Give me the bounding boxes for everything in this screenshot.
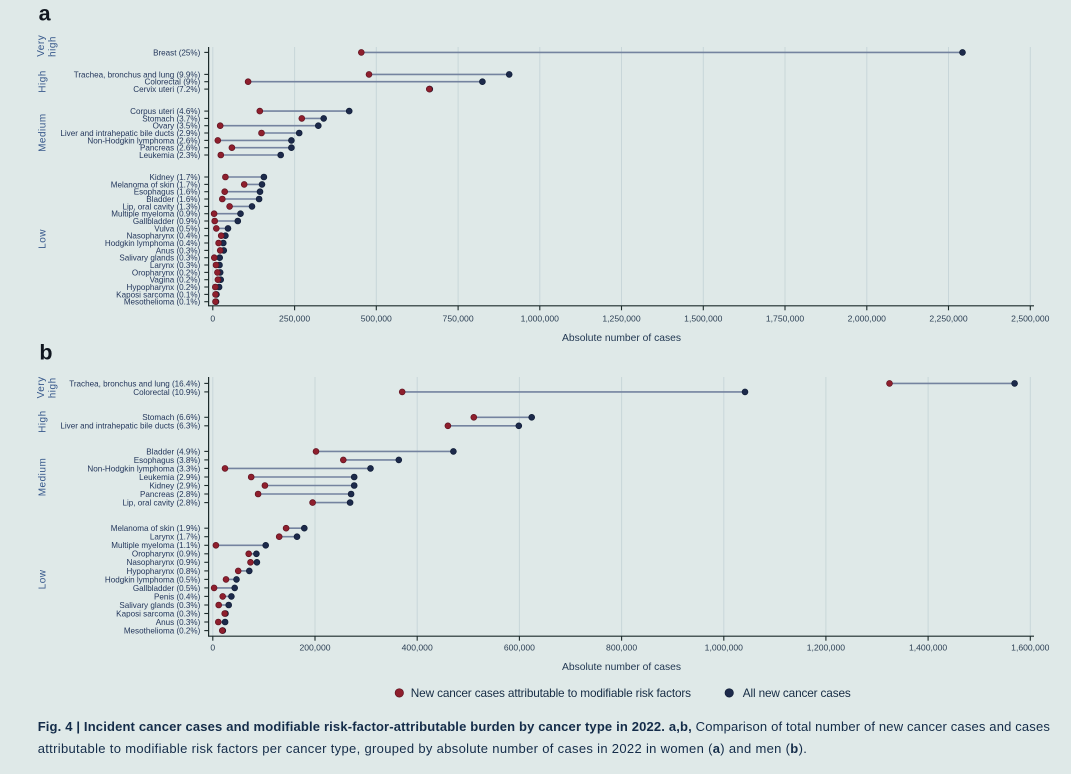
svg-text:Kaposi sarcoma (0.3%): Kaposi sarcoma (0.3%)	[116, 609, 200, 618]
svg-text:Trachea, bronchus and lung (9.: Trachea, bronchus and lung (9.9%)	[74, 70, 201, 79]
svg-text:Multiple myeloma (1.1%): Multiple myeloma (1.1%)	[111, 541, 200, 550]
svg-text:Bladder (4.9%): Bladder (4.9%)	[146, 447, 200, 456]
svg-text:1,000,000: 1,000,000	[521, 314, 559, 324]
svg-text:0: 0	[210, 643, 215, 653]
svg-text:Hypopharynx (0.2%): Hypopharynx (0.2%)	[127, 283, 201, 292]
svg-text:Non-Hodgkin lymphoma (2.6%): Non-Hodgkin lymphoma (2.6%)	[87, 136, 200, 145]
svg-text:Very: Very	[36, 376, 47, 398]
svg-text:Multiple myeloma (0.9%): Multiple myeloma (0.9%)	[111, 210, 200, 219]
svg-text:500,000: 500,000	[361, 314, 392, 324]
svg-text:Oropharynx (0.9%): Oropharynx (0.9%)	[132, 550, 201, 559]
svg-text:Ovary (3.5%): Ovary (3.5%)	[153, 122, 201, 131]
svg-text:Melanoma of skin (1.9%): Melanoma of skin (1.9%)	[111, 524, 201, 533]
svg-text:2,250,000: 2,250,000	[929, 314, 967, 324]
svg-text:Salivary glands (0.3%): Salivary glands (0.3%)	[119, 254, 200, 263]
svg-text:Lip, oral cavity (2.8%): Lip, oral cavity (2.8%)	[122, 499, 200, 508]
svg-text:Nasopharynx (0.4%): Nasopharynx (0.4%)	[127, 232, 201, 241]
svg-text:Anus (0.3%): Anus (0.3%)	[156, 246, 201, 255]
svg-text:Nasopharynx (0.9%): Nasopharynx (0.9%)	[127, 558, 201, 567]
svg-text:1,250,000: 1,250,000	[602, 314, 640, 324]
svg-text:Larynx (1.7%): Larynx (1.7%)	[150, 533, 201, 542]
svg-text:200,000: 200,000	[299, 643, 330, 653]
svg-text:1,200,000: 1,200,000	[807, 643, 845, 653]
svg-text:Non-Hodgkin lymphoma (3.3%): Non-Hodgkin lymphoma (3.3%)	[87, 464, 200, 473]
svg-text:600,000: 600,000	[504, 643, 535, 653]
svg-text:Stomach (6.6%): Stomach (6.6%)	[142, 413, 200, 422]
svg-text:Larynx (0.3%): Larynx (0.3%)	[150, 261, 201, 270]
svg-text:Hypopharynx (0.8%): Hypopharynx (0.8%)	[127, 567, 201, 576]
svg-text:Mesothelioma (0.2%): Mesothelioma (0.2%)	[124, 627, 201, 636]
svg-text:750,000: 750,000	[443, 314, 474, 324]
svg-text:Hodgkin lymphoma (0.4%): Hodgkin lymphoma (0.4%)	[105, 239, 201, 248]
svg-text:Leukemia (2.3%): Leukemia (2.3%)	[139, 151, 200, 160]
svg-text:Medium: Medium	[38, 113, 49, 152]
svg-text:Kidney (2.9%): Kidney (2.9%)	[149, 481, 200, 490]
svg-text:1,400,000: 1,400,000	[909, 643, 947, 653]
svg-text:Melanoma of skin (1.7%): Melanoma of skin (1.7%)	[111, 180, 201, 189]
svg-text:Colorectal (10.9%): Colorectal (10.9%)	[133, 388, 200, 397]
svg-text:2,000,000: 2,000,000	[848, 314, 886, 324]
svg-text:Fig. 4 | Incident cancer cases: Fig. 4 | Incident cancer cases and modif…	[38, 719, 1051, 734]
svg-text:Esophagus (3.8%): Esophagus (3.8%)	[134, 456, 201, 465]
svg-text:attributable to modifiable ris: attributable to modifiable risk factors …	[38, 741, 807, 756]
svg-text:Oropharynx (0.2%): Oropharynx (0.2%)	[132, 268, 201, 277]
svg-text:Salivary glands (0.3%): Salivary glands (0.3%)	[119, 601, 200, 610]
svg-text:Kaposi sarcoma (0.1%): Kaposi sarcoma (0.1%)	[116, 290, 200, 299]
svg-text:250,000: 250,000	[279, 314, 310, 324]
svg-text:Stomach (3.7%): Stomach (3.7%)	[142, 114, 200, 123]
svg-text:Pancreas (2.8%): Pancreas (2.8%)	[140, 490, 201, 499]
svg-text:Breast (25%): Breast (25%)	[153, 48, 201, 57]
svg-text:Very: Very	[36, 35, 47, 57]
svg-text:1,500,000: 1,500,000	[684, 314, 722, 324]
svg-text:Pancreas (2.6%): Pancreas (2.6%)	[140, 144, 201, 153]
svg-text:High: High	[38, 410, 49, 433]
svg-text:New cancer cases attributable: New cancer cases attributable to modifia…	[411, 686, 691, 700]
svg-text:Liver and intrahepatic bile du: Liver and intrahepatic bile ducts (2.9%)	[60, 129, 200, 138]
svg-text:1,000,000: 1,000,000	[705, 643, 743, 653]
svg-text:0: 0	[210, 314, 215, 324]
svg-text:b: b	[39, 340, 52, 364]
svg-text:Leukemia (2.9%): Leukemia (2.9%)	[139, 473, 200, 482]
svg-text:800,000: 800,000	[606, 643, 637, 653]
svg-text:Hodgkin lymphoma (0.5%): Hodgkin lymphoma (0.5%)	[105, 575, 201, 584]
svg-text:Lip, oral cavity (1.3%): Lip, oral cavity (1.3%)	[122, 202, 200, 211]
svg-text:Colorectal (9%): Colorectal (9%)	[145, 78, 201, 87]
svg-text:Low: Low	[38, 569, 49, 589]
svg-text:2,500,000: 2,500,000	[1011, 314, 1049, 324]
svg-text:high: high	[47, 36, 58, 57]
svg-text:400,000: 400,000	[402, 643, 433, 653]
svg-text:Vulva (0.5%): Vulva (0.5%)	[154, 224, 200, 233]
svg-text:Kidney (1.7%): Kidney (1.7%)	[149, 173, 200, 182]
svg-text:High: High	[38, 70, 49, 93]
svg-text:1,750,000: 1,750,000	[766, 314, 804, 324]
svg-text:Gallbladder (0.5%): Gallbladder (0.5%)	[133, 584, 201, 593]
svg-text:Liver and intrahepatic bile du: Liver and intrahepatic bile ducts (6.3%)	[60, 422, 200, 431]
svg-text:Medium: Medium	[38, 458, 49, 497]
svg-text:1,600,000: 1,600,000	[1011, 643, 1049, 653]
svg-text:Bladder (1.6%): Bladder (1.6%)	[146, 195, 200, 204]
svg-text:Penis (0.4%): Penis (0.4%)	[154, 592, 201, 601]
svg-text:a: a	[39, 1, 52, 25]
svg-text:Mesothelioma (0.1%): Mesothelioma (0.1%)	[124, 298, 201, 307]
svg-text:Trachea, bronchus and lung (16: Trachea, bronchus and lung (16.4%)	[69, 379, 200, 388]
svg-text:Esophagus (1.6%): Esophagus (1.6%)	[134, 188, 201, 197]
svg-text:Low: Low	[38, 229, 49, 249]
svg-text:Absolute number of cases: Absolute number of cases	[562, 333, 681, 344]
svg-text:Corpus uteri (4.6%): Corpus uteri (4.6%)	[130, 107, 200, 116]
svg-text:high: high	[47, 377, 58, 398]
svg-text:Cervix uteri (7.2%): Cervix uteri (7.2%)	[133, 85, 200, 94]
svg-text:Absolute number of cases: Absolute number of cases	[562, 662, 681, 673]
svg-text:Vagina (0.2%): Vagina (0.2%)	[150, 276, 201, 285]
svg-text:Anus (0.3%): Anus (0.3%)	[156, 618, 201, 627]
svg-text:All new cancer cases: All new cancer cases	[743, 686, 851, 700]
svg-text:Gallbladder (0.9%): Gallbladder (0.9%)	[133, 217, 201, 226]
